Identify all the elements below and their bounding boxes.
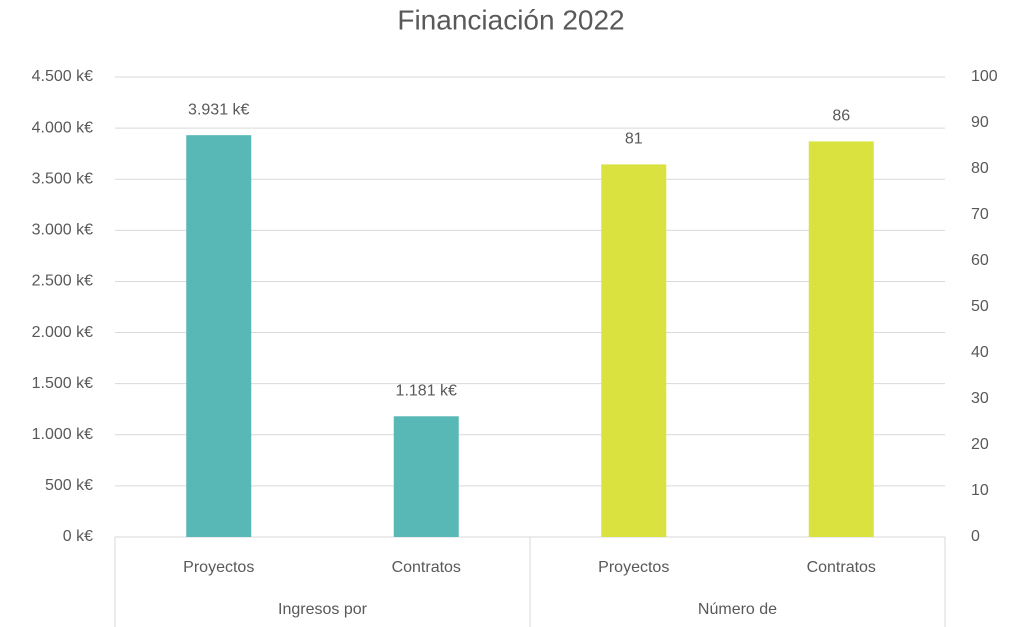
y2-tick-label: 90 <box>971 114 989 131</box>
x-tick-label: Contratos <box>807 559 876 576</box>
y2-tick-label: 70 <box>971 206 989 223</box>
y-tick-label: 4.000 k€ <box>32 119 93 136</box>
y-tick-label: 3.500 k€ <box>32 170 93 187</box>
bar <box>393 416 459 537</box>
y2-tick-label: 50 <box>971 298 989 315</box>
x-tick-label: Proyectos <box>183 559 254 576</box>
bar <box>808 141 874 537</box>
y-tick-label: 4.500 k€ <box>32 68 93 85</box>
y-tick-label: 0 k€ <box>63 528 93 545</box>
y-tick-label: 500 k€ <box>45 477 93 494</box>
data-label: 1.181 k€ <box>396 382 457 399</box>
y-tick-label: 1.500 k€ <box>32 375 93 392</box>
y2-tick-label: 30 <box>971 390 989 407</box>
group-label: Ingresos por <box>278 601 368 618</box>
y-tick-label: 3.000 k€ <box>32 222 93 239</box>
y2-tick-label: 80 <box>971 160 989 177</box>
x-tick-label: Proyectos <box>598 559 669 576</box>
y-tick-label: 2.500 k€ <box>32 273 93 290</box>
y2-tick-label: 60 <box>971 252 989 269</box>
y-tick-label: 1.000 k€ <box>32 426 93 443</box>
group-label: Número de <box>698 601 777 618</box>
chart-title: Financiación 2022 <box>397 4 624 35</box>
y2-tick-label: 20 <box>971 436 989 453</box>
y2-tick-label: 40 <box>971 344 989 361</box>
y2-tick-label: 0 <box>971 528 980 545</box>
y-tick-label: 2.000 k€ <box>32 324 93 341</box>
data-label: 81 <box>625 131 643 148</box>
y2-tick-label: 100 <box>971 68 998 85</box>
bar <box>186 135 252 538</box>
y2-tick-label: 10 <box>971 482 989 499</box>
bar <box>601 164 667 537</box>
data-label: 3.931 k€ <box>188 101 249 118</box>
data-label: 86 <box>832 108 850 125</box>
x-tick-label: Contratos <box>392 559 461 576</box>
